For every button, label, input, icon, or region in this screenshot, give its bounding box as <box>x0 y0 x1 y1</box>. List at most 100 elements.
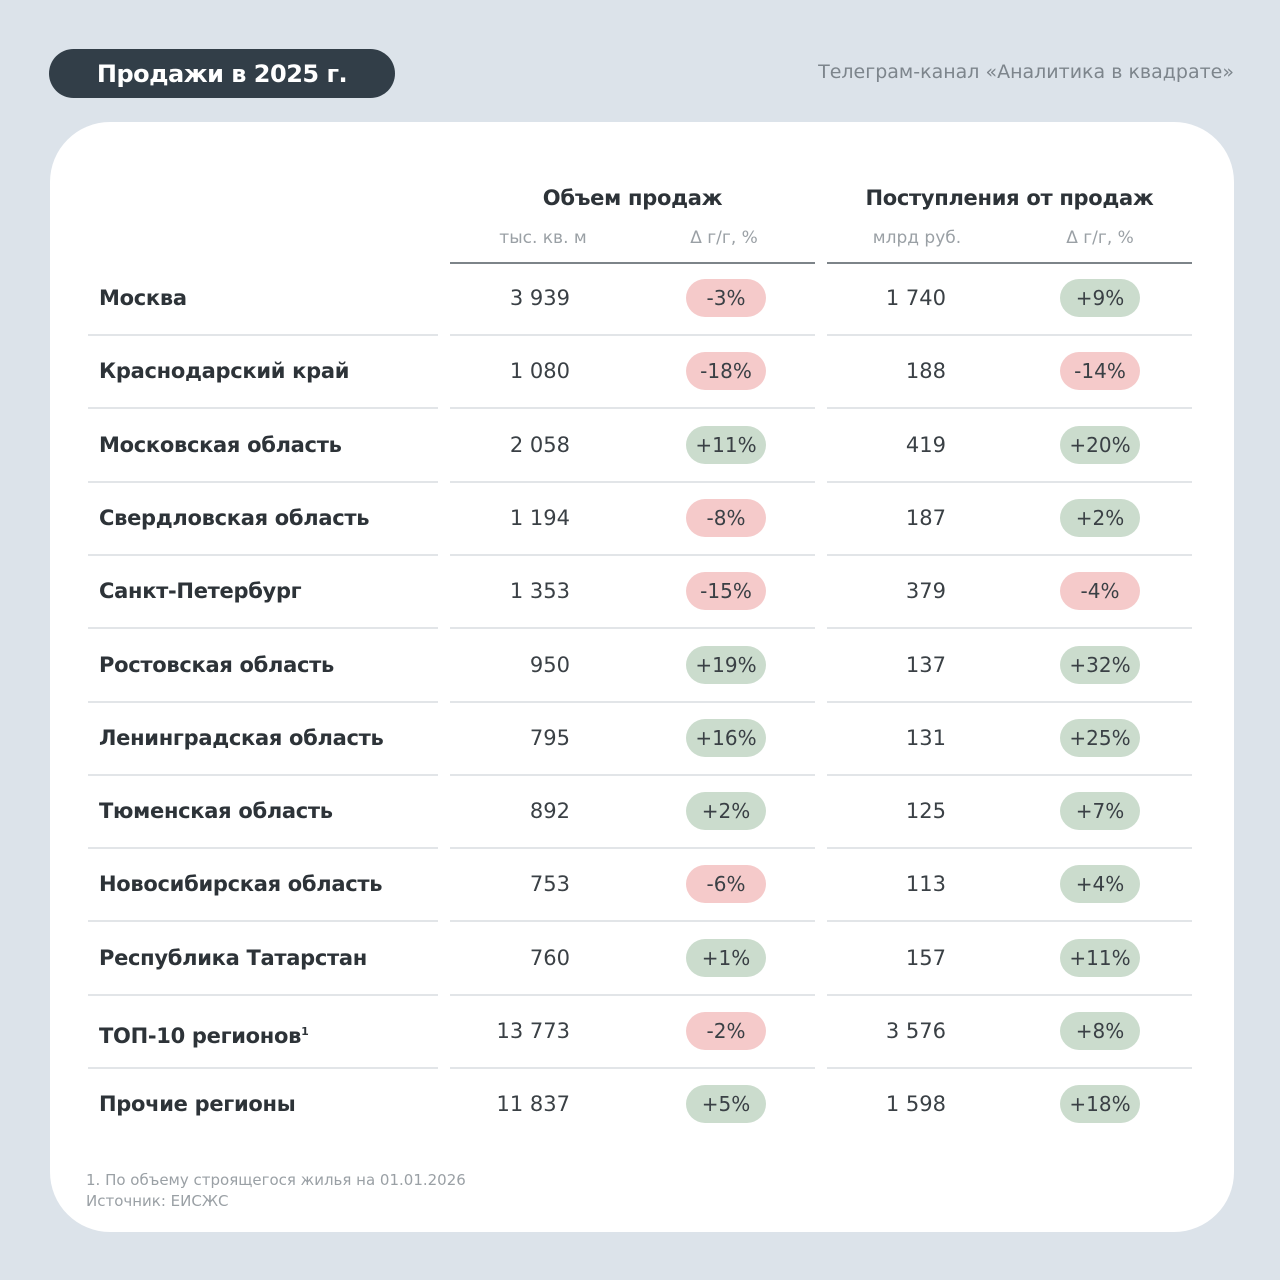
revenue-delta-header: Δ г/г, % <box>1066 228 1134 248</box>
row-divider <box>827 480 1192 483</box>
volume-delta-badge: -18% <box>686 352 766 391</box>
region-label: Московская область <box>99 432 342 457</box>
revenue-value: 137 <box>905 652 946 677</box>
volume-delta-badge: -6% <box>686 865 766 904</box>
region-name: Республика Татарстан <box>99 922 367 995</box>
volume-value: 795 <box>529 725 570 750</box>
volume-value: 3 939 <box>509 286 570 310</box>
row-divider <box>88 407 438 410</box>
table-row: Московская область 2 058 +11% 419 +20% <box>50 409 1234 483</box>
table-card: Объем продаж тыс. кв. м Δ г/г, % Поступл… <box>50 122 1234 1232</box>
row-divider <box>827 627 1192 630</box>
table-row: Тюменская область 892 +2% 125 +7% <box>50 775 1234 850</box>
region-name: Тюменская область <box>99 775 333 848</box>
revenue-value: 1 598 <box>885 1092 946 1117</box>
volume-delta-badge: +16% <box>686 718 766 757</box>
row-divider <box>88 993 438 996</box>
row-divider <box>450 553 815 556</box>
row-divider <box>88 553 438 556</box>
table-row: Новосибирская область 753 -6% 113 +4% <box>50 848 1234 923</box>
page-title: Продажи в 2025 г. <box>49 49 395 98</box>
revenue-delta-badge: +18% <box>1060 1085 1140 1124</box>
volume-value: 13 773 <box>496 1019 570 1043</box>
volume-delta-badge: -2% <box>686 1012 766 1050</box>
volume-value: 753 <box>529 872 570 897</box>
region-name: Прочие регионы <box>99 1068 296 1141</box>
revenue-value: 113 <box>905 872 946 897</box>
row-divider <box>88 334 438 336</box>
row-divider <box>827 334 1192 336</box>
row-divider <box>88 627 438 630</box>
region-name: Краснодарский край <box>99 335 349 408</box>
region-label: Санкт-Петербург <box>99 579 302 604</box>
region-name: Свердловская область <box>99 482 370 555</box>
channel-credit: Телеграм-канал «Аналитика в квадрате» <box>818 61 1234 83</box>
revenue-delta-badge: +25% <box>1060 718 1140 757</box>
row-divider <box>827 847 1192 850</box>
revenue-delta-badge: -14% <box>1060 352 1140 391</box>
region-label: Свердловская область <box>99 505 370 530</box>
volume-value: 1 080 <box>509 359 570 384</box>
volume-group-title: Объем продаж <box>542 186 723 210</box>
revenue-delta-badge: +20% <box>1060 425 1140 464</box>
revenue-value: 187 <box>905 505 946 530</box>
row-divider <box>450 920 815 923</box>
row-divider <box>88 480 438 483</box>
revenue-delta-badge: +7% <box>1060 792 1140 831</box>
table-row: Свердловская область 1 194 -8% 187 +2% <box>50 482 1234 556</box>
row-divider <box>450 700 815 703</box>
table-row: Санкт-Петербург 1 353 -15% 379 -4% <box>50 555 1234 630</box>
row-divider <box>88 700 438 703</box>
row-divider <box>827 993 1192 996</box>
volume-delta-badge: +1% <box>686 938 766 977</box>
volume-delta-badge: -15% <box>686 572 766 611</box>
row-divider <box>88 920 438 923</box>
volume-delta-badge: -3% <box>686 279 766 317</box>
region-name: Ленинградская область <box>99 702 384 775</box>
row-divider <box>827 553 1192 556</box>
volume-value: 11 837 <box>496 1092 570 1117</box>
row-divider <box>450 1067 815 1069</box>
volume-value: 1 353 <box>509 579 570 604</box>
region-label: Краснодарский край <box>99 359 350 384</box>
region-label: Тюменская область <box>99 799 333 824</box>
revenue-value: 188 <box>905 359 946 384</box>
region-label: Ростовская область <box>99 652 334 677</box>
row-divider <box>827 700 1192 703</box>
row-divider <box>827 1067 1192 1069</box>
revenue-value: 3 576 <box>885 1019 946 1043</box>
row-divider <box>450 334 815 336</box>
revenue-header-rule <box>827 262 1192 264</box>
revenue-value: 419 <box>905 432 946 457</box>
row-divider <box>827 920 1192 923</box>
row-divider <box>450 480 815 483</box>
footnotes: 1. По объему строящегося жилья на 01.01.… <box>86 1170 466 1212</box>
revenue-value: 131 <box>905 725 946 750</box>
revenue-value: 125 <box>905 799 946 824</box>
row-divider <box>88 847 438 850</box>
volume-delta-badge: +2% <box>686 792 766 831</box>
volume-unit: тыс. кв. м <box>499 228 587 248</box>
footnote: 1. По объему строящегося жилья на 01.01.… <box>86 1171 466 1189</box>
volume-value: 892 <box>529 799 570 824</box>
revenue-value: 379 <box>905 579 946 604</box>
revenue-group-title: Поступления от продаж <box>865 186 1154 210</box>
revenue-value: 157 <box>905 945 946 970</box>
volume-value: 1 194 <box>509 505 570 530</box>
table-row: Краснодарский край 1 080 -18% 188 -14% <box>50 335 1234 410</box>
volume-header-rule <box>450 262 815 264</box>
source: Источник: ЕИСЖС <box>86 1192 229 1210</box>
revenue-delta-badge: +32% <box>1060 645 1140 684</box>
table-row: ТОП-10 регионов1 13 773 -2% 3 576 +8% <box>50 995 1234 1069</box>
region-name: Москва <box>99 262 187 335</box>
region-name: Санкт-Петербург <box>99 555 302 628</box>
row-divider <box>88 773 438 776</box>
region-name: Новосибирская область <box>99 848 383 921</box>
volume-delta-badge: +5% <box>686 1085 766 1124</box>
table-row: Ленинградская область 795 +16% 131 +25% <box>50 702 1234 776</box>
revenue-value: 1 740 <box>885 286 946 310</box>
volume-delta-badge: -8% <box>686 498 766 537</box>
region-label: Прочие регионы <box>99 1092 296 1117</box>
revenue-delta-badge: +2% <box>1060 498 1140 537</box>
row-divider <box>88 1067 438 1069</box>
